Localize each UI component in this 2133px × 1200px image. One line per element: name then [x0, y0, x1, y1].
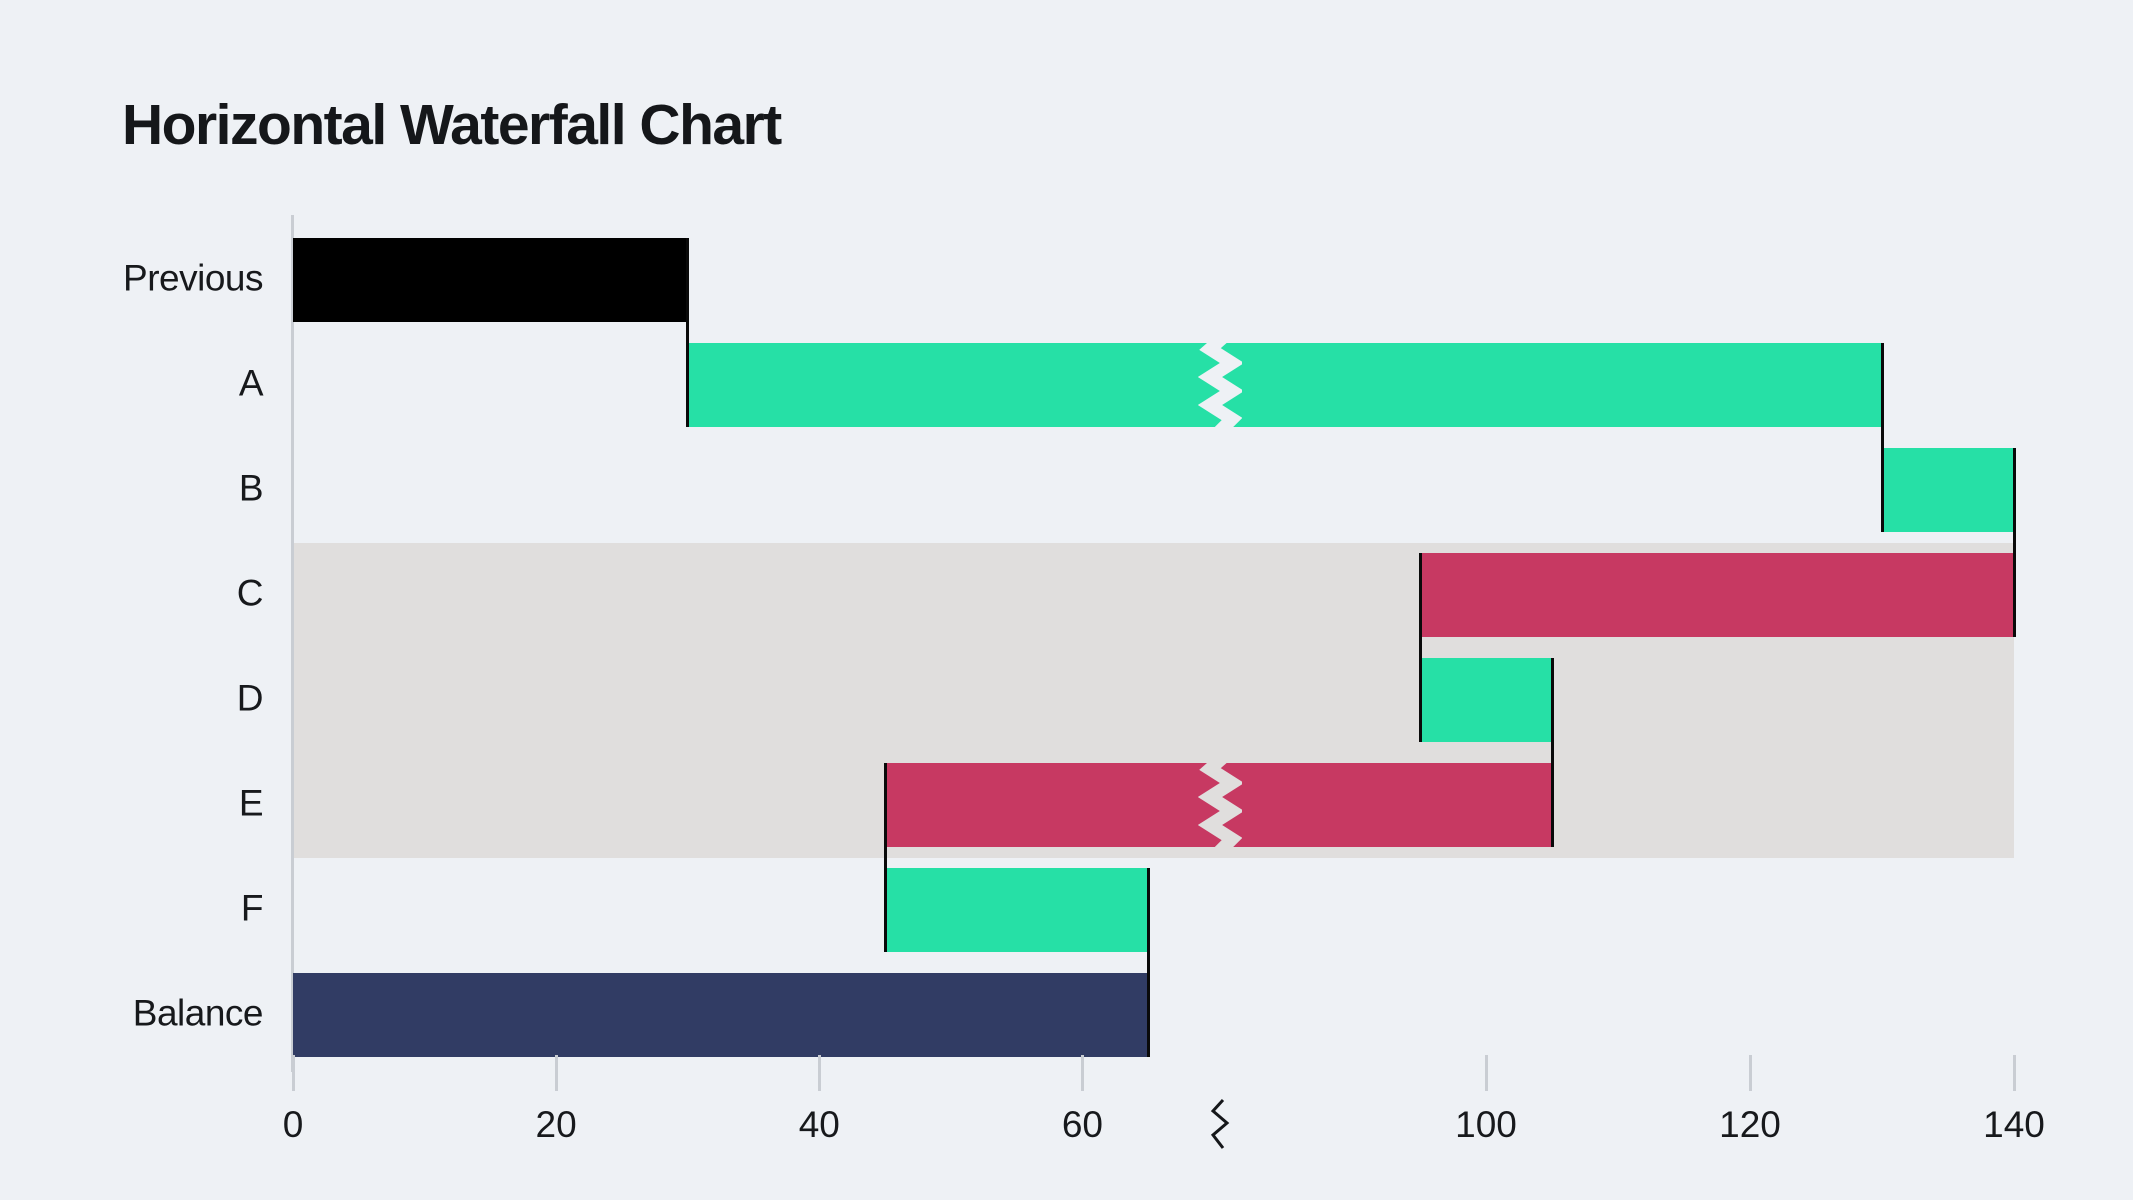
- connector-line: [1880, 343, 1884, 532]
- bar-b: [1882, 448, 2014, 532]
- y-axis-line: [291, 215, 294, 1072]
- x-axis-tick: [1748, 1055, 1752, 1091]
- connector-line: [1550, 658, 1554, 847]
- connector-line: [1146, 868, 1150, 1057]
- axis-break-squiggle: [1207, 1098, 1233, 1150]
- x-axis-tick-label: 0: [282, 1104, 304, 1145]
- chart-title: Horizontal Waterfall Chart: [122, 93, 782, 157]
- x-axis-tick-label: 20: [535, 1104, 577, 1145]
- bar-break-squiggle: [1197, 749, 1245, 859]
- y-axis-label-a: A: [238, 362, 264, 404]
- bar-f: [885, 868, 1149, 952]
- x-axis-tick: [2012, 1055, 2016, 1091]
- bar-break-squiggle: [1197, 329, 1245, 439]
- y-axis-label-balance: Balance: [132, 992, 264, 1034]
- x-axis-tick: [817, 1055, 821, 1091]
- x-axis-tick-label: 140: [1983, 1104, 2045, 1145]
- x-axis-tick-label: 60: [1061, 1104, 1103, 1145]
- y-axis-label-c: C: [236, 572, 264, 614]
- connector-line: [686, 238, 690, 427]
- bar-a: [687, 343, 1882, 427]
- connector-line: [1418, 553, 1422, 742]
- bar-balance: [293, 973, 1149, 1057]
- y-axis-label-b: B: [238, 467, 264, 509]
- bar-c: [1420, 553, 2014, 637]
- bar-d: [1420, 658, 1552, 742]
- connector-line: [883, 763, 887, 952]
- y-axis-label-f: F: [240, 887, 264, 929]
- x-axis-tick: [291, 1055, 295, 1091]
- y-axis-label-e: E: [238, 782, 264, 824]
- x-axis-tick: [1484, 1055, 1488, 1091]
- x-axis-tick-label: 40: [798, 1104, 840, 1145]
- y-axis-label-d: D: [236, 677, 264, 719]
- x-axis-tick: [554, 1055, 558, 1091]
- bar-previous: [293, 238, 688, 322]
- x-axis-tick-label: 100: [1455, 1104, 1517, 1145]
- connector-line: [2012, 448, 2016, 637]
- y-axis-label-previous: Previous: [123, 257, 263, 299]
- x-axis-tick: [1080, 1055, 1084, 1091]
- x-axis-tick-label: 120: [1719, 1104, 1781, 1145]
